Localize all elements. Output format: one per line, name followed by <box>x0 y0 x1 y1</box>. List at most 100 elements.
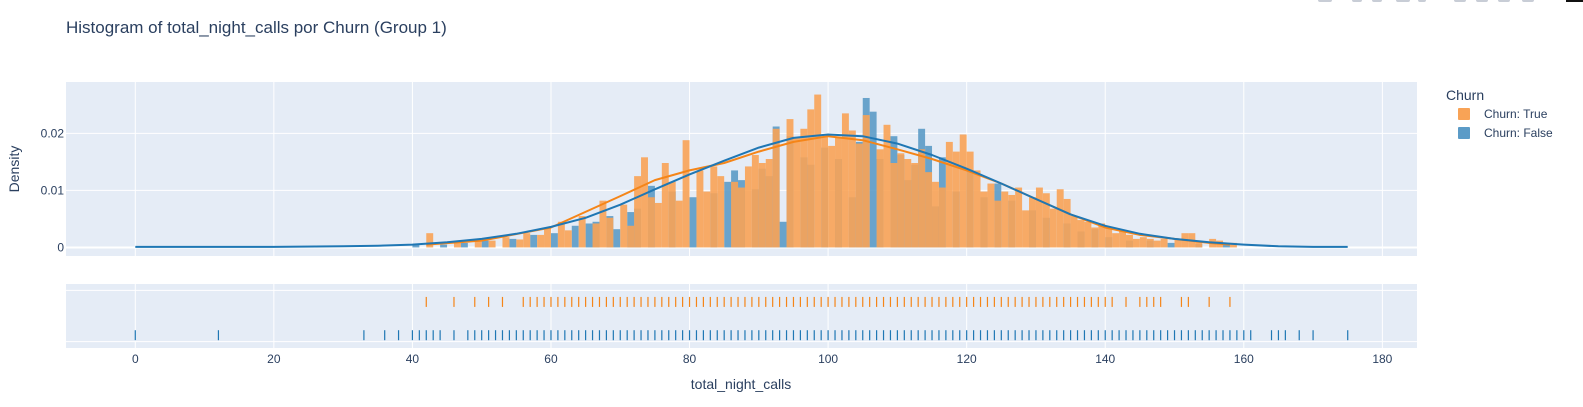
bar-churn-true[interactable] <box>1105 227 1113 248</box>
bar-churn-true[interactable] <box>980 191 988 248</box>
bar-churn-true[interactable] <box>1070 216 1078 248</box>
bar-churn-true[interactable] <box>807 109 815 248</box>
bar-churn-false[interactable] <box>440 244 448 248</box>
bar-churn-false[interactable] <box>779 221 787 248</box>
bar-churn-true[interactable] <box>488 240 496 248</box>
bar-churn-true[interactable] <box>1132 238 1140 248</box>
bar-churn-true[interactable] <box>911 163 919 248</box>
bar-churn-true[interactable] <box>661 163 669 248</box>
legend-item-churn-true[interactable]: Churn: True <box>1458 107 1548 121</box>
bar-churn-false[interactable] <box>530 234 538 248</box>
bar-churn-true[interactable] <box>738 187 745 248</box>
bar-churn-true[interactable] <box>945 141 953 248</box>
lasso-icon[interactable] <box>1418 0 1426 2</box>
bar-churn-true[interactable] <box>862 115 870 248</box>
bar-churn-true[interactable] <box>897 153 905 248</box>
bar-churn-true[interactable] <box>544 227 551 248</box>
bar-churn-true[interactable] <box>426 233 434 248</box>
bar-churn-true[interactable] <box>841 113 849 248</box>
bar-churn-false[interactable] <box>585 223 593 248</box>
bar-churn-true[interactable] <box>1056 189 1064 248</box>
bar-churn-true[interactable] <box>731 181 739 248</box>
bar-churn-false[interactable] <box>460 242 468 248</box>
bar-churn-true[interactable] <box>959 134 967 248</box>
bar-churn-true[interactable] <box>599 200 607 248</box>
bar-churn-true[interactable] <box>1146 238 1154 248</box>
bar-churn-true[interactable] <box>1112 233 1120 248</box>
bar-churn-true[interactable] <box>557 221 565 248</box>
bar-churn-false[interactable] <box>412 244 420 248</box>
bar-churn-true[interactable] <box>634 176 642 248</box>
bar-churn-true[interactable] <box>772 128 780 248</box>
bar-churn-true[interactable] <box>627 225 635 248</box>
bar-churn-true[interactable] <box>654 202 662 248</box>
bar-churn-true[interactable] <box>855 143 863 248</box>
bar-churn-false[interactable] <box>481 240 489 248</box>
bar-churn-true[interactable] <box>883 124 891 248</box>
bar-churn-false[interactable] <box>613 229 621 248</box>
bar-churn-true[interactable] <box>1035 187 1043 248</box>
bar-churn-true[interactable] <box>564 230 572 248</box>
bar-churn-true[interactable] <box>938 187 946 248</box>
bar-churn-false[interactable] <box>869 111 877 248</box>
autoscale-icon[interactable] <box>1498 0 1510 2</box>
select-icon[interactable] <box>1396 0 1410 2</box>
bar-churn-true[interactable] <box>1119 231 1127 248</box>
bar-churn-true[interactable] <box>932 181 939 248</box>
bar-churn-true[interactable] <box>1022 210 1030 248</box>
bar-churn-true[interactable] <box>1098 223 1106 248</box>
bar-churn-true[interactable] <box>828 145 836 248</box>
bar-churn-true[interactable] <box>717 176 725 248</box>
bar-churn-true[interactable] <box>1049 208 1057 248</box>
bar-churn-true[interactable] <box>1126 234 1133 248</box>
modebar[interactable] <box>1318 0 1583 2</box>
pan-icon[interactable] <box>1372 0 1382 2</box>
bar-churn-true[interactable] <box>703 191 711 248</box>
bar-churn-true[interactable] <box>502 237 510 248</box>
bar-churn-true[interactable] <box>537 234 545 248</box>
bar-churn-false[interactable] <box>571 225 579 248</box>
camera-icon[interactable] <box>1318 0 1332 2</box>
bar-churn-true[interactable] <box>453 241 461 248</box>
bar-churn-true[interactable] <box>918 149 926 248</box>
bar-churn-true[interactable] <box>925 172 933 248</box>
bar-churn-true[interactable] <box>1029 197 1036 248</box>
bar-churn-true[interactable] <box>966 151 974 248</box>
bar-churn-true[interactable] <box>800 128 808 248</box>
bar-churn-true[interactable] <box>1084 221 1092 248</box>
bar-churn-true[interactable] <box>1001 191 1009 248</box>
bar-churn-true[interactable] <box>952 151 960 248</box>
bar-churn-true[interactable] <box>758 163 766 248</box>
bar-churn-true[interactable] <box>835 137 842 248</box>
bar-churn-true[interactable] <box>1160 238 1168 248</box>
bar-churn-true[interactable] <box>744 166 752 248</box>
bar-churn-false[interactable] <box>1223 244 1230 248</box>
bar-churn-true[interactable] <box>675 200 683 248</box>
bar-churn-false[interactable] <box>1167 242 1175 248</box>
bar-churn-true[interactable] <box>821 136 829 248</box>
zoom-out-icon[interactable] <box>1476 0 1488 2</box>
bar-churn-true[interactable] <box>890 163 898 248</box>
bar-churn-true[interactable] <box>751 155 759 248</box>
bar-churn-false[interactable] <box>724 181 732 248</box>
bar-churn-true[interactable] <box>1091 227 1099 248</box>
bar-churn-true[interactable] <box>1195 240 1203 248</box>
bar-churn-true[interactable] <box>641 157 648 248</box>
bar-churn-true[interactable] <box>765 159 773 248</box>
bar-churn-true[interactable] <box>647 197 655 248</box>
bar-churn-true[interactable] <box>994 200 1002 248</box>
bar-churn-false[interactable] <box>509 238 517 248</box>
bar-churn-true[interactable] <box>696 170 704 248</box>
bar-churn-true[interactable] <box>1008 194 1016 248</box>
bar-churn-true[interactable] <box>682 140 690 248</box>
bar-churn-true[interactable] <box>876 149 884 248</box>
bar-churn-true[interactable] <box>474 240 482 248</box>
bar-churn-true[interactable] <box>523 233 531 248</box>
bar-churn-true[interactable] <box>578 216 586 248</box>
bar-churn-false[interactable] <box>550 233 558 248</box>
zoom-in-icon[interactable] <box>1454 0 1466 2</box>
bar-churn-true[interactable] <box>1077 220 1085 248</box>
bar-churn-true[interactable] <box>620 204 628 248</box>
kde-curve-churn-false[interactable] <box>135 133 1348 248</box>
bar-churn-true[interactable] <box>606 217 614 248</box>
